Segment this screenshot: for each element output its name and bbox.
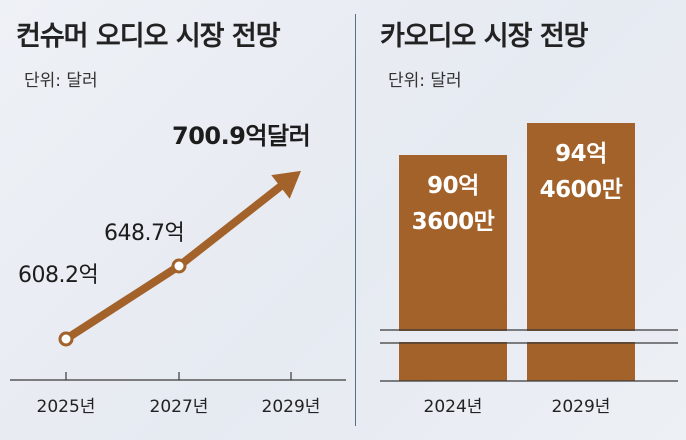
- x-tick-label: 2029년: [262, 397, 321, 417]
- unit-label: 단위: 달러: [388, 71, 462, 91]
- car-audio-panel: 카오디오 시장 전망 단위: 달러 90억 3600만 2024년 94억 4600만 2…: [362, 0, 686, 440]
- arrow-head: [271, 170, 301, 199]
- bar-chart: 90억 3600만 2024년 94억 4600만 2029년: [380, 123, 678, 417]
- data-label: 648.7억: [104, 221, 184, 246]
- bar-value-label: 3600만: [412, 209, 495, 235]
- consumer-audio-panel: 컨슈머 오디오 시장 전망 단위: 달러 2025년 2027년 2029년 608.…: [10, 21, 346, 417]
- panel-divider: [355, 14, 356, 426]
- data-label: 608.2억: [18, 263, 98, 288]
- unit-label: 단위: 달러: [24, 71, 98, 91]
- chart-title: 카오디오 시장 전망: [380, 21, 589, 52]
- axis-break-band: [380, 331, 678, 342]
- x-tick-label: 2029년: [552, 397, 611, 417]
- data-label: 700.9억달러: [172, 122, 310, 150]
- x-tick-label: 2024년: [424, 397, 483, 417]
- x-tick-label: 2025년: [37, 397, 96, 417]
- data-point: [58, 331, 74, 347]
- x-tick-label: 2027년: [150, 397, 209, 417]
- data-point: [171, 258, 187, 274]
- bar-value-label: 90억: [427, 173, 479, 199]
- bar-value-label: 94억: [555, 141, 607, 167]
- bar-value-label: 4600만: [540, 177, 623, 203]
- chart-title: 컨슈머 오디오 시장 전망: [16, 21, 281, 52]
